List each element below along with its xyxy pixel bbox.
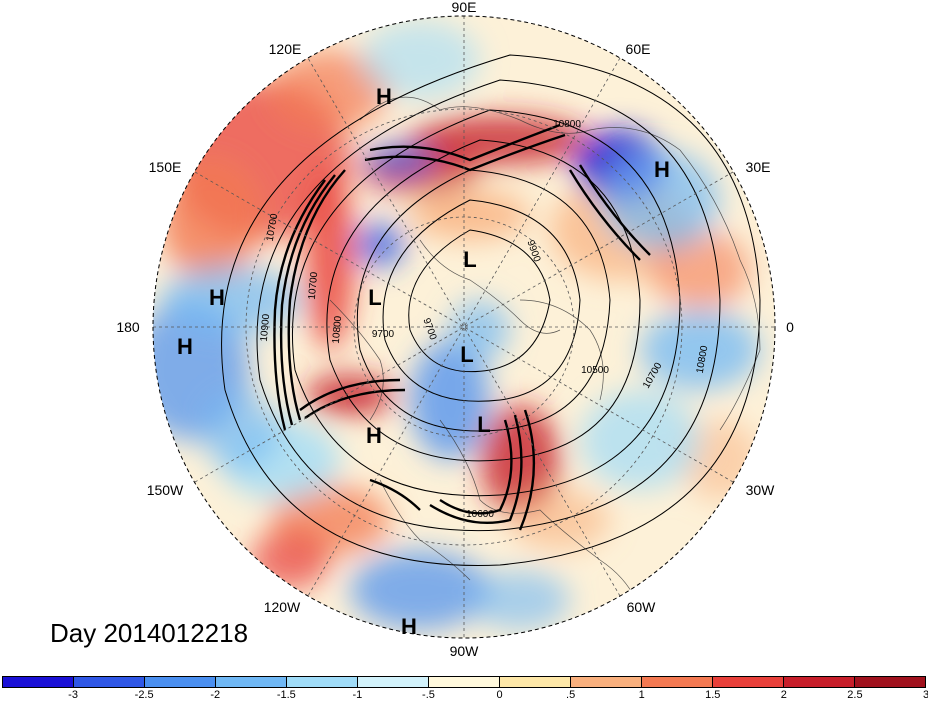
lon-label-30w: 30W xyxy=(746,482,776,498)
pressure-center-high: H xyxy=(177,334,193,359)
colorbar-tick-label: -3 xyxy=(68,689,78,701)
lon-label-60e: 60E xyxy=(626,41,651,57)
colorbar-tick-label: 0 xyxy=(496,689,503,701)
colorbar-tick-label: 1 xyxy=(638,689,645,701)
height-contours xyxy=(221,54,761,567)
colorbar-tick-label: -2 xyxy=(210,689,221,701)
colorbar-tick-label: .5 xyxy=(566,689,576,701)
colorbar-swatch xyxy=(429,677,500,687)
contour-label: 10800 xyxy=(553,119,581,130)
jet-contours xyxy=(273,123,651,531)
lon-label-120w: 120W xyxy=(264,599,301,615)
colorbar-ticks: -3 -2.5 -2 -1.5 -1 -.5 0 .5 1 1.5 2 2.5 3 xyxy=(2,689,928,702)
graticule xyxy=(153,16,775,638)
colorbar-swatch xyxy=(3,677,74,687)
colorbar-swatch xyxy=(287,677,358,687)
contour-label: 10700 xyxy=(307,271,320,300)
pressure-center-low: L xyxy=(460,342,473,367)
lon-label-60w: 60W xyxy=(627,599,657,615)
colorbar-swatch xyxy=(642,677,713,687)
pressure-center-low: L xyxy=(463,247,476,272)
contour-label: 10500 xyxy=(581,365,609,376)
colorbar-tick-label: -1.5 xyxy=(276,689,296,701)
colorbar-swatch xyxy=(145,677,216,687)
contour-label: 9700 xyxy=(372,329,395,340)
lon-label-150e: 150E xyxy=(149,159,182,175)
colorbar-swatch xyxy=(855,677,925,687)
pressure-center-low: L xyxy=(477,412,490,437)
pressure-center-high: H xyxy=(401,614,417,639)
colorbar-swatch xyxy=(74,677,145,687)
colorbar-tick-label: 2.5 xyxy=(847,689,863,701)
lon-label-0: 0 xyxy=(786,319,794,335)
lon-label-90w: 90W xyxy=(450,643,480,659)
colorbar-tick-label: 3 xyxy=(922,689,928,701)
lon-label-30e: 30E xyxy=(746,159,771,175)
colorbar-swatch xyxy=(713,677,784,687)
colorbar xyxy=(2,676,926,688)
contour-label: 10800 xyxy=(331,315,344,344)
pressure-center-high: H xyxy=(366,423,382,448)
contour-label: 10800 xyxy=(695,344,711,374)
pressure-center-high: H xyxy=(376,84,392,109)
pressure-center-high: H xyxy=(209,285,225,310)
colorbar-swatch xyxy=(358,677,429,687)
colorbar-swatch xyxy=(216,677,287,687)
colorbar-swatch xyxy=(571,677,642,687)
colorbar-tick-label: -.5 xyxy=(422,689,435,701)
pressure-center-low: L xyxy=(368,285,381,310)
contour-label: 10900 xyxy=(259,313,272,342)
pressure-center-high: H xyxy=(654,157,670,182)
lon-label-150w: 150W xyxy=(147,482,184,498)
day-label: Day 2014012218 xyxy=(50,618,249,648)
colorbar-tick-label: 2 xyxy=(780,689,787,701)
contour-label: 10600 xyxy=(466,509,494,520)
colorbar-swatch xyxy=(784,677,855,687)
colorbar-swatch xyxy=(500,677,571,687)
lon-label-90e: 90E xyxy=(452,0,477,15)
colorbar-tick-label: 1.5 xyxy=(705,689,721,701)
lon-label-120e: 120E xyxy=(269,41,302,57)
colorbar-tick-label: -1 xyxy=(352,689,363,701)
contour-label: 10700 xyxy=(265,212,281,242)
lon-label-180: 180 xyxy=(116,319,140,335)
colorbar-tick-label: -2.5 xyxy=(134,689,154,701)
map-boundary xyxy=(152,15,776,639)
